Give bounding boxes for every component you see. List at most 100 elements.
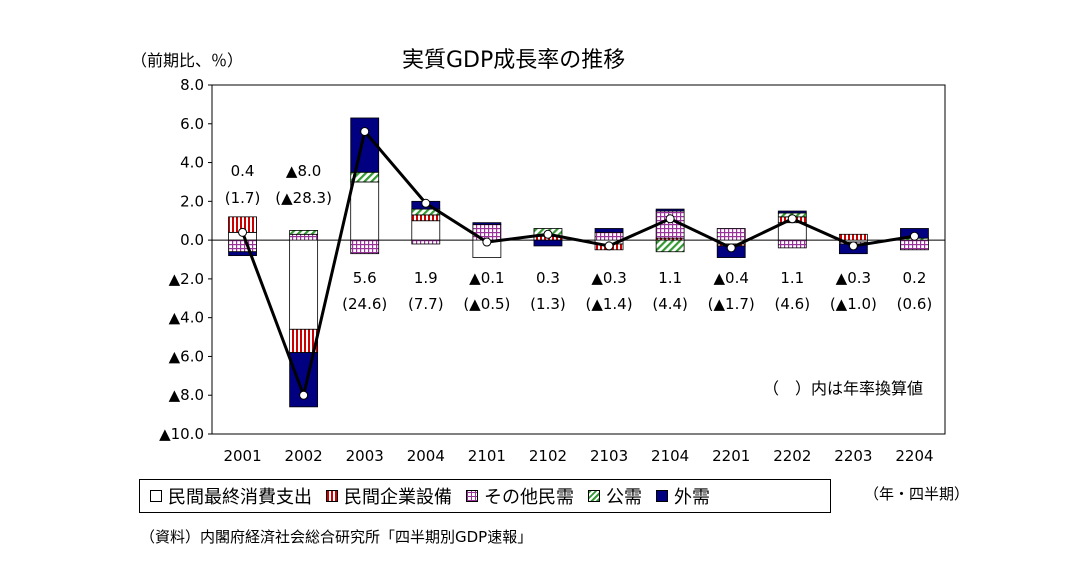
legend-item-investment: 民間企業設備 [326,483,452,509]
annualized-label: (▲1.0) [830,295,877,313]
gdp-growth-point [726,243,736,253]
legend-label-other: その他民需 [484,487,574,508]
legend-swatch-public [588,490,600,502]
annualized-label: (4.6) [775,295,811,313]
bar-segment-consumption [289,239,319,330]
value-label: 0.3 [536,269,560,287]
y-tick-label: ▲4.0 [169,309,204,327]
legend-swatch-consumption [150,490,162,502]
bar-segment-other [228,239,257,253]
legend-label-investment: 民間企業設備 [344,487,452,508]
x-axis-unit-label: （年・四半期） [864,485,970,503]
bar-segment-other [716,228,746,241]
value-label: 1.1 [780,269,804,287]
y-axis-unit-label: （前期比、％） [131,51,244,70]
bar-segment-public [289,230,319,235]
annualized-label: (0.6) [897,295,933,313]
value-label: 0.4 [231,162,255,180]
bar-segment-investment [838,233,868,241]
gdp-growth-point [360,127,370,137]
y-tick-label: 8.0 [180,76,204,94]
legend-swatch-investment [326,490,338,502]
annualized-label: (1.7) [225,189,261,207]
y-tick-label: 0.0 [180,231,204,249]
x-tick-label: 2004 [407,447,445,465]
y-tick-label: ▲6.0 [169,347,204,365]
bar-segment-consumption [411,220,441,241]
y-tick-label: 4.0 [180,154,204,172]
bar-segment-other [900,239,929,251]
value-label: 0.2 [903,269,927,287]
bar-segment-external [655,208,685,212]
legend-label-public: 公需 [606,487,642,508]
bar-segment-other [411,239,441,245]
gdp-growth-point [421,198,431,208]
value-label: ▲0.3 [836,269,871,287]
legend-label-external: 外需 [674,487,710,508]
y-tick-label: 2.0 [180,192,204,210]
y-tick-label: 6.0 [180,115,204,133]
bar-segment-public [655,239,685,253]
value-label: ▲8.0 [286,162,321,180]
bar-segment-external [228,251,257,257]
x-tick-label: 2002 [285,447,323,465]
annualized-label: (▲28.3) [275,189,332,207]
annualized-label: (▲0.5) [463,295,510,313]
gdp-growth-point [909,231,919,241]
x-tick-label: 2003 [346,447,384,465]
x-tick-label: 2101 [468,447,506,465]
bar-segment-external [777,210,807,214]
y-tick-label: ▲8.0 [169,386,204,404]
annualized-label: (7.7) [408,295,444,313]
gdp-growth-point [482,237,492,247]
annualized-label: (▲1.7) [708,295,755,313]
gdp-growth-point [299,390,309,400]
gdp-growth-point [848,241,858,251]
value-label: ▲0.4 [714,269,749,287]
legend: 民間最終消費支出 民間企業設備 その他民需 公需 外需 [139,479,831,513]
x-tick-label: 2001 [223,447,261,465]
legend-item-public: 公需 [588,483,642,509]
chart-title: 実質GDP成長率の推移 [402,48,626,73]
gdp-growth-point [665,214,675,224]
annualized-label: (24.6) [342,295,387,313]
legend-swatch-external [656,490,668,502]
bar-segment-investment [411,214,441,222]
bar-segment-consumption [350,181,380,241]
x-tick-label: 2104 [651,447,689,465]
value-label: ▲0.1 [469,269,504,287]
legend-item-other: その他民需 [466,483,574,509]
value-label: ▲0.3 [591,269,626,287]
y-tick-label: ▲10.0 [159,425,204,443]
bar-segment-external [594,228,624,233]
x-tick-label: 2103 [590,447,628,465]
value-label: 1.9 [414,269,438,287]
gdp-growth-point [543,229,553,239]
gdp-growth-line [241,128,915,401]
annualized-label: (4.4) [652,295,688,313]
annualized-label: (1.3) [530,295,566,313]
bar-segment-consumption [777,222,807,241]
x-tick-label: 2102 [529,447,567,465]
x-tick-label: 2204 [895,447,933,465]
bar-segment-external [472,222,502,226]
legend-item-consumption: 民間最終消費支出 [150,483,312,509]
gdp-growth-point [238,227,248,237]
x-tick-label: 2203 [834,447,872,465]
bar-segment-other [594,231,624,241]
bar-segment-external [533,239,563,247]
gdp-growth-point [787,214,797,224]
bar-segment-external [350,117,380,173]
bar-segment-other [289,233,319,241]
legend-swatch-other [466,490,478,502]
x-tick-label: 2202 [773,447,811,465]
gdp-growth-point [604,241,614,251]
source-note: （資料）内閣府経済社会総合研究所「四半期別GDP速報」 [140,528,533,546]
chart-canvas: 8.0 6.0 4.0 2.0 0.0 ▲2.0 ▲4.0 ▲6.0 ▲8.0 ▲10.0 2001… [159,76,946,465]
legend-item-external: 外需 [656,483,710,509]
value-label: 5.6 [353,269,377,287]
annualized-note: （ ）内は年率換算値 [763,379,924,398]
value-label: 1.1 [658,269,682,287]
x-tick-label: 2201 [712,447,750,465]
plot-area [211,84,946,435]
